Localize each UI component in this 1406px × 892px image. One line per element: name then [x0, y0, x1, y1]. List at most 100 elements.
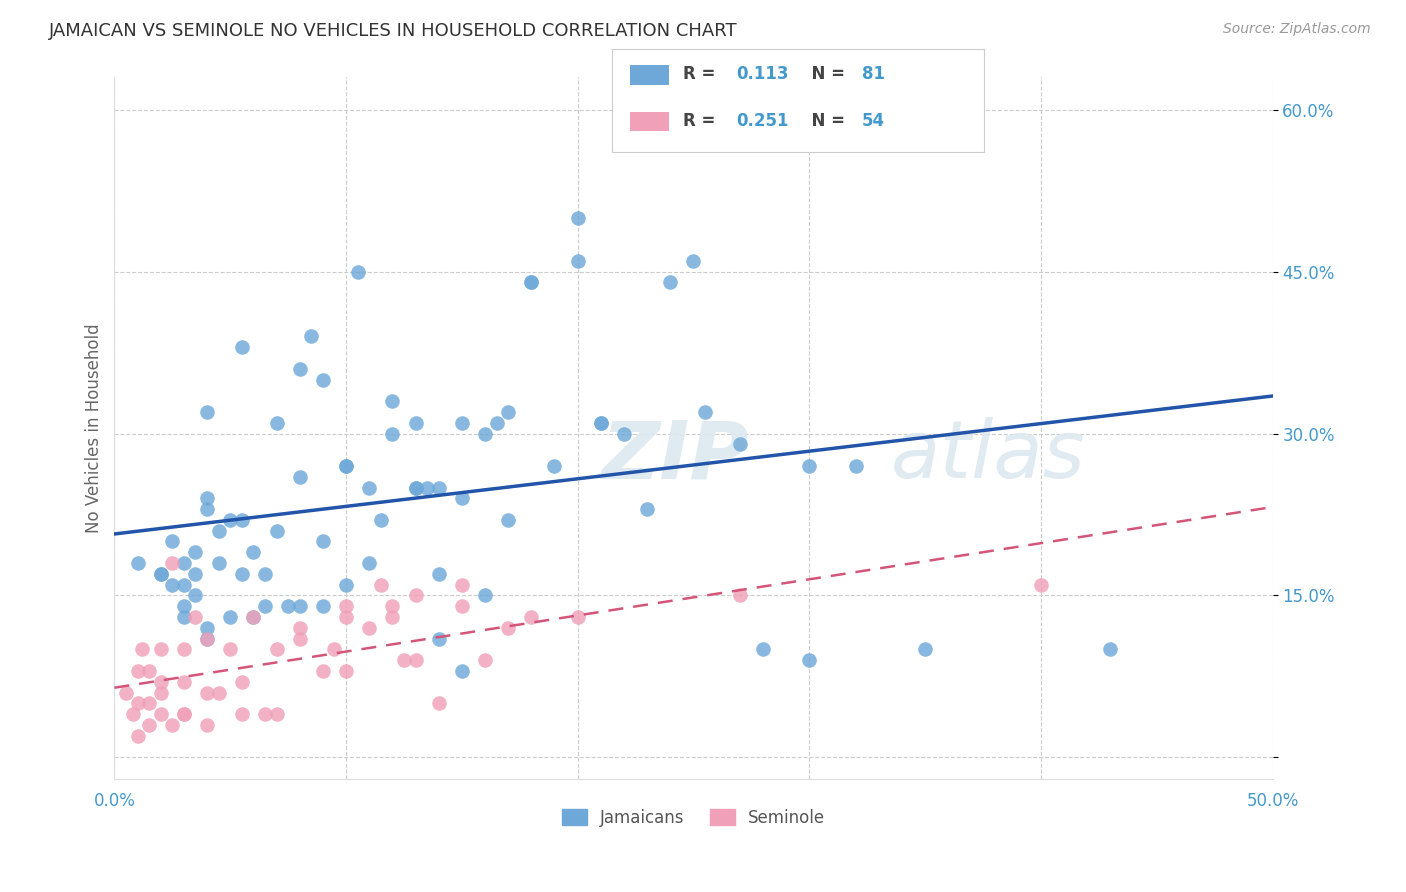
- Point: [253, 707, 276, 722]
- Point: [474, 426, 496, 441]
- Point: [589, 416, 612, 430]
- Point: [323, 642, 346, 657]
- Text: 54: 54: [862, 112, 884, 129]
- Point: [370, 577, 392, 591]
- Point: [115, 685, 138, 699]
- Point: [277, 599, 299, 614]
- Text: R =: R =: [683, 65, 721, 83]
- Point: [496, 513, 519, 527]
- Point: [520, 610, 543, 624]
- Point: [195, 632, 218, 646]
- Point: [496, 621, 519, 635]
- Point: [1099, 642, 1122, 657]
- Point: [162, 556, 184, 570]
- Point: [381, 610, 404, 624]
- Point: [381, 394, 404, 409]
- Point: [450, 599, 472, 614]
- Point: [242, 610, 264, 624]
- Point: [659, 276, 682, 290]
- Point: [450, 577, 472, 591]
- Point: [149, 674, 172, 689]
- Point: [370, 513, 392, 527]
- Point: [288, 621, 311, 635]
- Point: [450, 416, 472, 430]
- Point: [231, 340, 253, 354]
- Point: [359, 621, 381, 635]
- Point: [359, 481, 381, 495]
- Point: [149, 685, 172, 699]
- Point: [149, 566, 172, 581]
- Point: [288, 632, 311, 646]
- Text: Source: ZipAtlas.com: Source: ZipAtlas.com: [1223, 22, 1371, 37]
- Legend: Jamaicans, Seminole: Jamaicans, Seminole: [555, 803, 832, 834]
- Point: [231, 566, 253, 581]
- Point: [346, 265, 368, 279]
- Point: [1029, 577, 1052, 591]
- Point: [266, 524, 288, 538]
- Point: [127, 697, 149, 711]
- Point: [184, 545, 207, 559]
- Point: [799, 653, 821, 667]
- Point: [231, 707, 253, 722]
- Text: ZIP: ZIP: [600, 417, 748, 495]
- Point: [195, 718, 218, 732]
- Point: [173, 707, 195, 722]
- Point: [173, 642, 195, 657]
- Text: JAMAICAN VS SEMINOLE NO VEHICLES IN HOUSEHOLD CORRELATION CHART: JAMAICAN VS SEMINOLE NO VEHICLES IN HOUS…: [49, 22, 738, 40]
- Point: [127, 556, 149, 570]
- Point: [253, 566, 276, 581]
- Point: [184, 610, 207, 624]
- Point: [138, 718, 160, 732]
- Point: [728, 589, 751, 603]
- Point: [427, 697, 450, 711]
- Point: [149, 566, 172, 581]
- Point: [162, 534, 184, 549]
- Point: [474, 653, 496, 667]
- Point: [208, 524, 231, 538]
- Point: [173, 610, 195, 624]
- Point: [405, 416, 427, 430]
- Point: [299, 329, 322, 343]
- Point: [195, 491, 218, 506]
- Point: [381, 599, 404, 614]
- Point: [173, 674, 195, 689]
- Point: [184, 566, 207, 581]
- Point: [288, 469, 311, 483]
- Point: [208, 685, 231, 699]
- Point: [242, 545, 264, 559]
- Text: atlas: atlas: [890, 417, 1085, 495]
- Point: [405, 589, 427, 603]
- Point: [149, 642, 172, 657]
- Point: [335, 458, 357, 473]
- Point: [381, 426, 404, 441]
- Point: [799, 458, 821, 473]
- Point: [335, 664, 357, 678]
- Point: [173, 556, 195, 570]
- Point: [567, 253, 589, 268]
- Point: [567, 211, 589, 225]
- Point: [450, 491, 472, 506]
- Point: [427, 566, 450, 581]
- Point: [122, 707, 145, 722]
- Text: 0.251: 0.251: [737, 112, 789, 129]
- Point: [127, 729, 149, 743]
- Point: [242, 610, 264, 624]
- Point: [335, 577, 357, 591]
- Point: [496, 405, 519, 419]
- Point: [184, 589, 207, 603]
- Point: [589, 416, 612, 430]
- Text: 0.113: 0.113: [737, 65, 789, 83]
- Point: [405, 481, 427, 495]
- Point: [485, 416, 508, 430]
- Point: [131, 642, 153, 657]
- Point: [138, 664, 160, 678]
- Point: [474, 589, 496, 603]
- Point: [728, 437, 751, 451]
- Text: 81: 81: [862, 65, 884, 83]
- Point: [253, 599, 276, 614]
- Point: [312, 599, 335, 614]
- Point: [914, 642, 936, 657]
- Point: [127, 664, 149, 678]
- Point: [427, 632, 450, 646]
- Point: [231, 674, 253, 689]
